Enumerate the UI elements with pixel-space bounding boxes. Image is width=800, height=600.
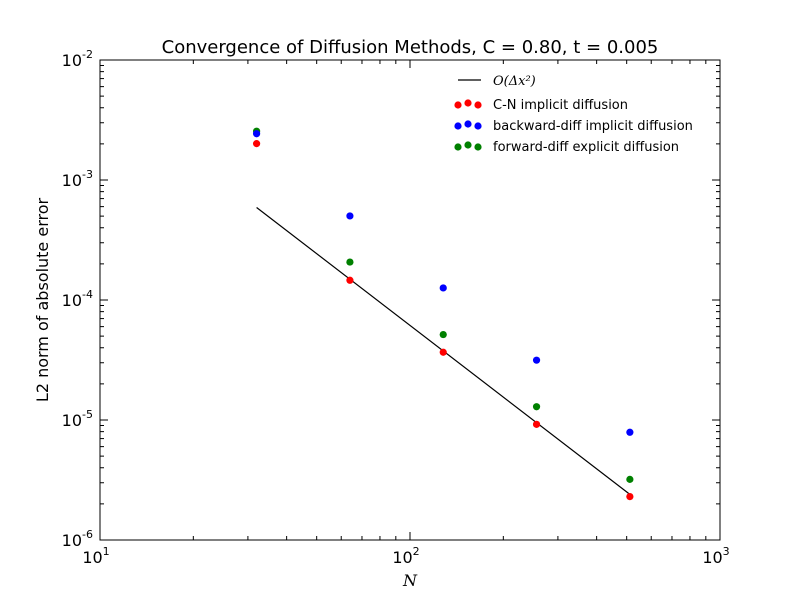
data-point: [346, 276, 354, 284]
data-point: [626, 475, 634, 483]
y-tick-label: 10-3: [62, 168, 93, 190]
axis-ticks: [99, 59, 721, 541]
chart-title: Convergence of Diffusion Methods, C = 0.…: [162, 37, 659, 58]
data-point: [439, 284, 447, 292]
legend-marker: [474, 143, 482, 151]
plot-area: [99, 59, 721, 541]
data-point: [439, 330, 447, 339]
data-point: [626, 492, 634, 501]
legend-marker: [474, 101, 482, 109]
data-point: [346, 212, 354, 220]
legend-label: C-N implicit diffusion: [493, 98, 628, 113]
y-axis-label: L2 norm of absolute error: [33, 197, 52, 402]
data-point: [532, 403, 541, 411]
data-points: [252, 127, 634, 501]
legend-marker: [464, 141, 472, 149]
x-tick-label: 103: [702, 545, 729, 567]
legend-marker: [464, 120, 472, 128]
tick-labels: 101 102 103 10-6 10-5 10-4 10-3 10-2: [62, 48, 730, 567]
legend-marker: [454, 101, 462, 109]
y-tick-label: 10-2: [62, 48, 93, 70]
y-tick-label: 10-6: [62, 528, 93, 550]
data-point: [252, 130, 261, 138]
data-point: [532, 356, 541, 364]
data-point: [346, 258, 354, 266]
legend-marker: [474, 122, 482, 130]
legend-label: backward-diff implicit diffusion: [493, 119, 693, 134]
legend: O(Δx²) C-N implicit diffusion backward-di…: [454, 74, 693, 155]
legend-label-reference: O(Δx²): [493, 74, 536, 89]
x-axis-label: N: [402, 571, 418, 590]
y-tick-label: 10-5: [62, 408, 93, 430]
data-point: [626, 428, 634, 436]
legend-label: forward-diff explicit diffusion: [493, 140, 679, 155]
y-tick-label: 10-4: [62, 288, 93, 310]
legend-marker: [454, 143, 462, 151]
data-point: [252, 140, 261, 148]
legend-marker: [454, 122, 462, 130]
data-point: [532, 420, 541, 428]
x-tick-label: 101: [82, 545, 109, 567]
data-point: [439, 348, 447, 356]
x-tick-label: 102: [392, 545, 419, 567]
legend-marker: [464, 99, 472, 107]
